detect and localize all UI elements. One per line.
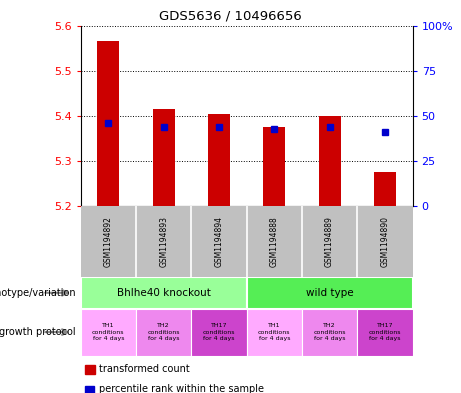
Text: Bhlhe40 knockout: Bhlhe40 knockout	[117, 288, 211, 298]
Bar	[263, 127, 285, 206]
Text: TH2
conditions
for 4 days: TH2 conditions for 4 days	[148, 323, 180, 341]
Text: GSM1194888: GSM1194888	[270, 216, 279, 267]
Text: transformed count: transformed count	[99, 364, 190, 375]
Bar	[374, 173, 396, 206]
Text: TH2
conditions
for 4 days: TH2 conditions for 4 days	[313, 323, 346, 341]
Text: percentile rank within the sample: percentile rank within the sample	[99, 384, 264, 393]
Text: genotype/variation: genotype/variation	[0, 288, 76, 298]
Text: GSM1194893: GSM1194893	[159, 216, 168, 267]
Bar	[302, 309, 357, 356]
Bar	[81, 277, 247, 309]
Bar	[247, 277, 413, 309]
Text: GSM1194894: GSM1194894	[214, 216, 224, 267]
Text: growth protocol: growth protocol	[0, 327, 76, 337]
Bar	[247, 309, 302, 356]
Bar	[357, 309, 413, 356]
Bar	[136, 309, 191, 356]
Text: TH17
conditions
for 4 days: TH17 conditions for 4 days	[369, 323, 401, 341]
Bar	[153, 109, 175, 206]
Bar	[81, 309, 136, 356]
Bar	[191, 309, 247, 356]
Text: TH1
conditions
for 4 days: TH1 conditions for 4 days	[92, 323, 124, 341]
Bar	[319, 116, 341, 206]
Text: wild type: wild type	[306, 288, 354, 298]
Bar	[97, 41, 119, 206]
Text: TH1
conditions
for 4 days: TH1 conditions for 4 days	[258, 323, 290, 341]
Bar	[208, 114, 230, 206]
Text: TH17
conditions
for 4 days: TH17 conditions for 4 days	[203, 323, 235, 341]
Text: GDS5636 / 10496656: GDS5636 / 10496656	[159, 10, 302, 23]
Text: GSM1194892: GSM1194892	[104, 216, 113, 267]
Text: GSM1194889: GSM1194889	[325, 216, 334, 267]
Text: GSM1194890: GSM1194890	[380, 216, 390, 267]
